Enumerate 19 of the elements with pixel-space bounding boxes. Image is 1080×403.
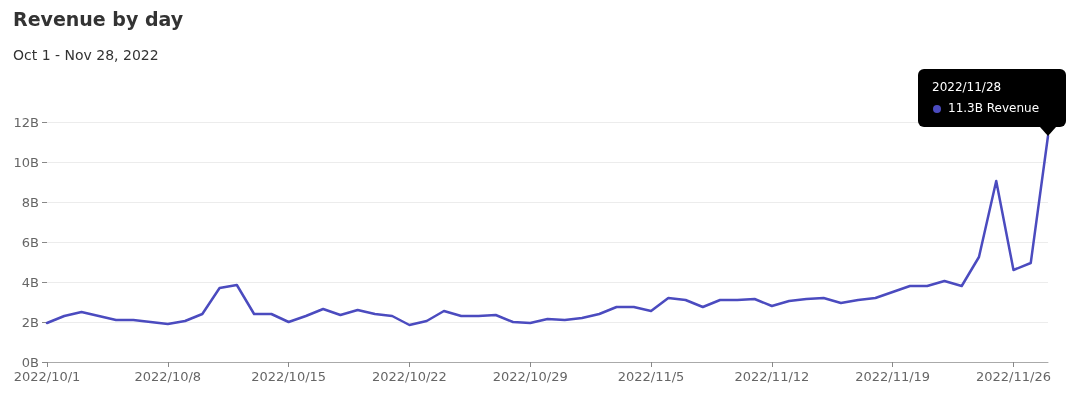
y-tick-label: 10B	[13, 154, 39, 170]
x-tick-label: 2022/10/29	[492, 369, 568, 384]
x-tick-label: 2022/11/26	[976, 369, 1051, 384]
x-tick-label: 2022/11/5	[617, 369, 685, 384]
y-tick-label: 6B	[21, 234, 39, 250]
y-tick-label: 8B	[21, 194, 39, 210]
tooltip: 2022/11/28 11.3B Revenue	[918, 69, 1066, 136]
y-tick-label: 0B	[21, 354, 39, 370]
x-tick-label: 2022/10/22	[371, 369, 447, 384]
chart-subtitle: Oct 1 - Nov 28, 2022	[13, 47, 159, 63]
x-tick-label: 2022/11/19	[855, 369, 931, 384]
y-tick-label: 2B	[21, 314, 39, 330]
chart-title: Revenue by day	[13, 7, 184, 30]
x-tick-label: 2022/10/8	[134, 369, 202, 384]
y-tick-label: 4B	[21, 274, 39, 290]
x-tick-label: 2022/10/15	[251, 369, 327, 384]
x-tick-label: 2022/10/1	[13, 369, 81, 384]
x-tick-label: 2022/11/12	[734, 369, 810, 384]
y-tick-label: 12B	[13, 114, 39, 130]
